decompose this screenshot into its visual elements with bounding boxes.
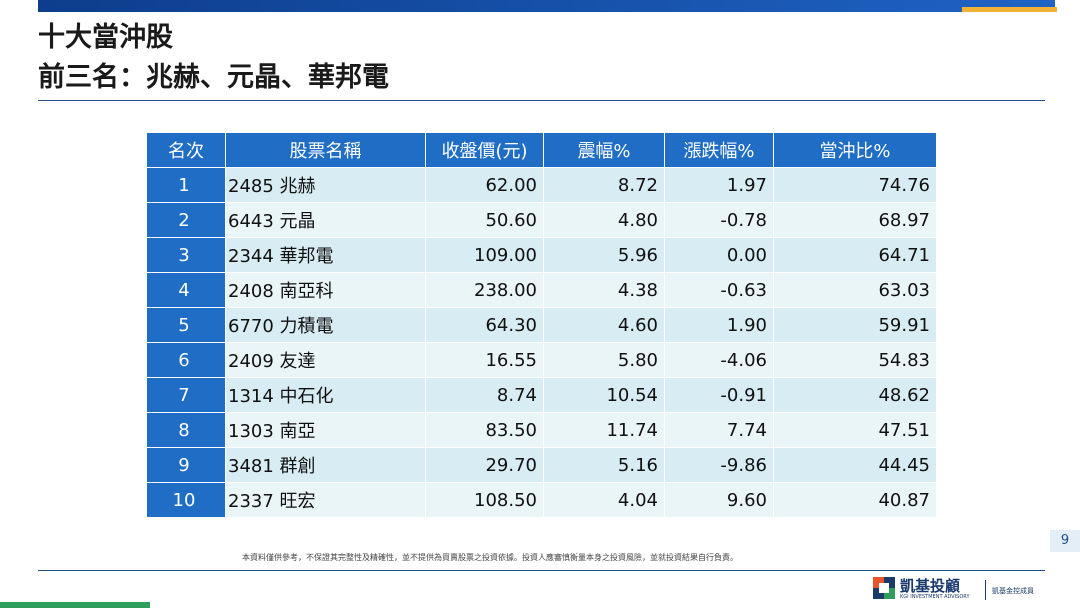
table: 名次 股票名稱 收盤價(元) 震幅% 漲跌幅% 當沖比% 1 2485 兆赫 62.00 8.7…	[146, 132, 937, 518]
table-row: 9 3481 群創 29.70 5.16 -9.86 44.45	[146, 447, 937, 483]
top-accent	[962, 7, 1057, 12]
name-cell: 2408 南亞科	[225, 272, 426, 308]
number-cell: 1.97	[664, 167, 774, 203]
rank-cell: 10	[146, 482, 226, 518]
number-cell: -4.06	[664, 342, 774, 378]
logo-member: 凱基金控成員	[992, 587, 1034, 595]
rank-cell: 7	[146, 377, 226, 413]
column-header: 震幅%	[543, 132, 665, 168]
number-cell: 64.71	[773, 237, 937, 273]
number-cell: 54.83	[773, 342, 937, 378]
logo-separator	[985, 580, 986, 600]
footnote: 本資料僅供參考，不保證其完整性及精確性，並不提供為買賣股票之投資依據。投資人應審…	[242, 553, 738, 562]
number-cell: 10.54	[543, 377, 665, 413]
number-cell: 9.60	[664, 482, 774, 518]
top-bar	[38, 0, 1055, 12]
name-cell: 2337 旺宏	[225, 482, 426, 518]
number-cell: -9.86	[664, 447, 774, 483]
table-row: 4 2408 南亞科 238.00 4.38 -0.63 63.03	[146, 272, 937, 308]
divider	[38, 100, 1045, 101]
rank-cell: 8	[146, 412, 226, 448]
logo-name: 凱基投顧	[900, 577, 961, 595]
number-cell: 83.50	[425, 412, 544, 448]
number-cell: 16.55	[425, 342, 544, 378]
rank-cell: 9	[146, 447, 226, 483]
name-cell: 1303 南亞	[225, 412, 426, 448]
number-cell: 4.38	[543, 272, 665, 308]
logo-english: KGI INVESTMENT ADVISORY	[900, 594, 970, 600]
number-cell: 29.70	[425, 447, 544, 483]
table-row: 8 1303 南亞 83.50 11.74 7.74 47.51	[146, 412, 937, 448]
subtitle: 前三名：兆赫、元晶、華邦電	[38, 62, 389, 93]
number-cell: 64.30	[425, 307, 544, 343]
table-row: 6 2409 友達 16.55 5.80 -4.06 54.83	[146, 342, 937, 378]
title: 十大當沖股	[38, 22, 173, 53]
number-cell: -0.63	[664, 272, 774, 308]
number-cell: 68.97	[773, 202, 937, 238]
number-cell: 0.00	[664, 237, 774, 273]
number-cell: 4.60	[543, 307, 665, 343]
name-cell: 1314 中石化	[225, 377, 426, 413]
table-row: 10 2337 旺宏 108.50 4.04 9.60 40.87	[146, 482, 937, 518]
rank-cell: 5	[146, 307, 226, 343]
number-cell: 11.74	[543, 412, 665, 448]
rank-cell: 4	[146, 272, 226, 308]
logo-icon	[873, 577, 895, 599]
table-row: 3 2344 華邦電 109.00 5.96 0.00 64.71	[146, 237, 937, 273]
number-cell: 5.80	[543, 342, 665, 378]
number-cell: 47.51	[773, 412, 937, 448]
column-header: 漲跌幅%	[664, 132, 774, 168]
column-header: 股票名稱	[225, 132, 426, 168]
rank-cell: 1	[146, 167, 226, 203]
number-cell: 74.76	[773, 167, 937, 203]
number-cell: 44.45	[773, 447, 937, 483]
number-cell: 5.96	[543, 237, 665, 273]
name-cell: 2344 華邦電	[225, 237, 426, 273]
header-row: 名次 股票名稱 收盤價(元) 震幅% 漲跌幅% 當沖比%	[146, 132, 937, 168]
column-header: 收盤價(元)	[425, 132, 544, 168]
table-row: 5 6770 力積電 64.30 4.60 1.90 59.91	[146, 307, 937, 343]
number-cell: 109.00	[425, 237, 544, 273]
table-row: 2 6443 元晶 50.60 4.80 -0.78 68.97	[146, 202, 937, 238]
number-cell: 7.74	[664, 412, 774, 448]
name-cell: 6443 元晶	[225, 202, 426, 238]
number-cell: 1.90	[664, 307, 774, 343]
number-cell: 4.80	[543, 202, 665, 238]
number-cell: 48.62	[773, 377, 937, 413]
number-cell: 50.60	[425, 202, 544, 238]
name-cell: 6770 力積電	[225, 307, 426, 343]
rank-cell: 6	[146, 342, 226, 378]
column-header: 名次	[146, 132, 226, 168]
number-cell: -0.78	[664, 202, 774, 238]
number-cell: 238.00	[425, 272, 544, 308]
rank-cell: 2	[146, 202, 226, 238]
number-cell: 62.00	[425, 167, 544, 203]
number-cell: 40.87	[773, 482, 937, 518]
name-cell: 2485 兆赫	[225, 167, 426, 203]
number-cell: 63.03	[773, 272, 937, 308]
number-cell: 4.04	[543, 482, 665, 518]
divider	[38, 570, 1045, 571]
number-cell: 8.72	[543, 167, 665, 203]
rank-cell: 3	[146, 237, 226, 273]
table-row: 7 1314 中石化 8.74 10.54 -0.91 48.62	[146, 377, 937, 413]
number-cell: 108.50	[425, 482, 544, 518]
footer-bar	[0, 602, 150, 608]
page-number: 9	[1050, 530, 1080, 552]
number-cell: -0.91	[664, 377, 774, 413]
table-body: 1 2485 兆赫 62.00 8.72 1.97 74.76 2 6443 元晶 50.60 4…	[146, 167, 937, 518]
table-row: 1 2485 兆赫 62.00 8.72 1.97 74.76	[146, 167, 937, 203]
number-cell: 5.16	[543, 447, 665, 483]
column-header: 當沖比%	[773, 132, 937, 168]
number-cell: 59.91	[773, 307, 937, 343]
name-cell: 3481 群創	[225, 447, 426, 483]
number-cell: 8.74	[425, 377, 544, 413]
name-cell: 2409 友達	[225, 342, 426, 378]
